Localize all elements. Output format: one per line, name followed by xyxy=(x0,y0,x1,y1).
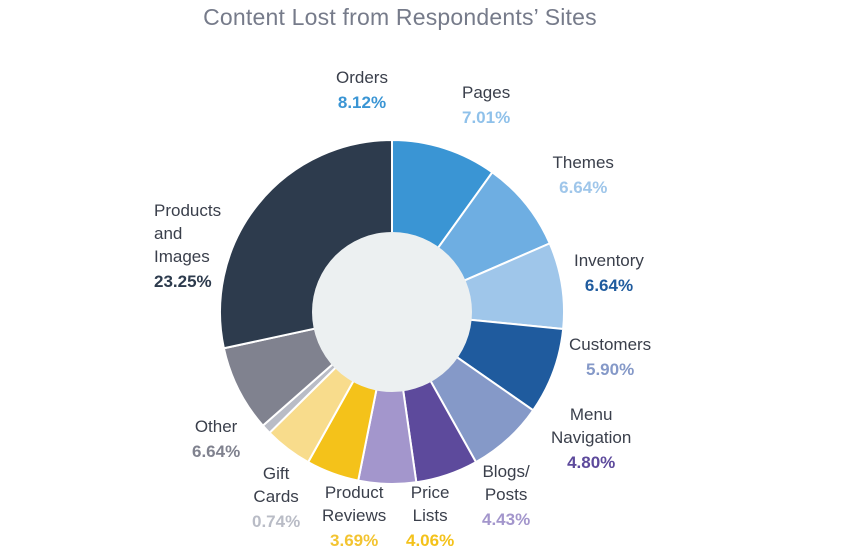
label-customers: Customers 5.90% xyxy=(569,333,651,382)
label-name-line: and xyxy=(154,224,183,243)
label-other: Other 6.64% xyxy=(192,415,240,464)
label-name-line: Themes xyxy=(552,153,614,172)
label-name-line: Posts xyxy=(484,485,528,504)
label-value: 5.90% xyxy=(585,360,635,379)
label-value: 23.25% xyxy=(154,272,212,291)
label-name-line: Gift xyxy=(262,464,290,483)
label-name-line: Pages xyxy=(462,83,511,102)
label-products-and-images: Products and Images 23.25% xyxy=(154,199,221,294)
label-name-line: Customers xyxy=(569,335,652,354)
chart-title: Content Lost from Respondents’ Sites xyxy=(203,4,597,30)
label-themes: Themes 6.64% xyxy=(553,151,614,200)
donut-center xyxy=(312,232,472,392)
label-name-line: Price xyxy=(410,483,450,502)
label-name-line: Cards xyxy=(253,487,299,506)
label-value: 0.74% xyxy=(252,512,301,531)
label-name-line: Lists xyxy=(412,506,448,525)
label-name-line: Product xyxy=(324,483,384,502)
label-name-line: Blogs/ xyxy=(482,462,530,481)
label-name-line: Other xyxy=(194,417,238,436)
label-value: 6.64% xyxy=(192,442,241,461)
label-orders: Orders 8.12% xyxy=(336,66,388,115)
label-name-line: Products xyxy=(154,201,222,220)
label-name-line: Menu xyxy=(569,405,613,424)
label-gift-cards: Gift Cards 0.74% xyxy=(252,462,300,534)
label-value: 4.06% xyxy=(406,531,455,550)
label-value: 4.80% xyxy=(567,453,616,472)
label-name-line: Orders xyxy=(336,68,388,87)
label-menu-navigation: Menu Navigation 4.80% xyxy=(551,403,631,475)
label-name-line: Navigation xyxy=(551,428,632,447)
label-value: 4.43% xyxy=(482,510,531,529)
label-inventory: Inventory 6.64% xyxy=(574,249,644,298)
label-price-lists: Price Lists 4.06% xyxy=(406,481,454,553)
label-blogs-posts: Blogs/Posts 4.43% xyxy=(482,460,530,532)
label-value: 7.01% xyxy=(462,108,511,127)
label-value: 3.69% xyxy=(330,531,379,550)
label-name-line: Images xyxy=(154,247,210,266)
label-product-reviews: Product Reviews 3.69% xyxy=(322,481,386,553)
label-name-line: Reviews xyxy=(322,506,387,525)
label-name-line: Inventory xyxy=(574,251,644,270)
label-value: 6.64% xyxy=(584,276,634,295)
label-pages: Pages 7.01% xyxy=(462,81,510,130)
label-value: 8.12% xyxy=(337,93,387,112)
label-value: 6.64% xyxy=(559,178,608,197)
